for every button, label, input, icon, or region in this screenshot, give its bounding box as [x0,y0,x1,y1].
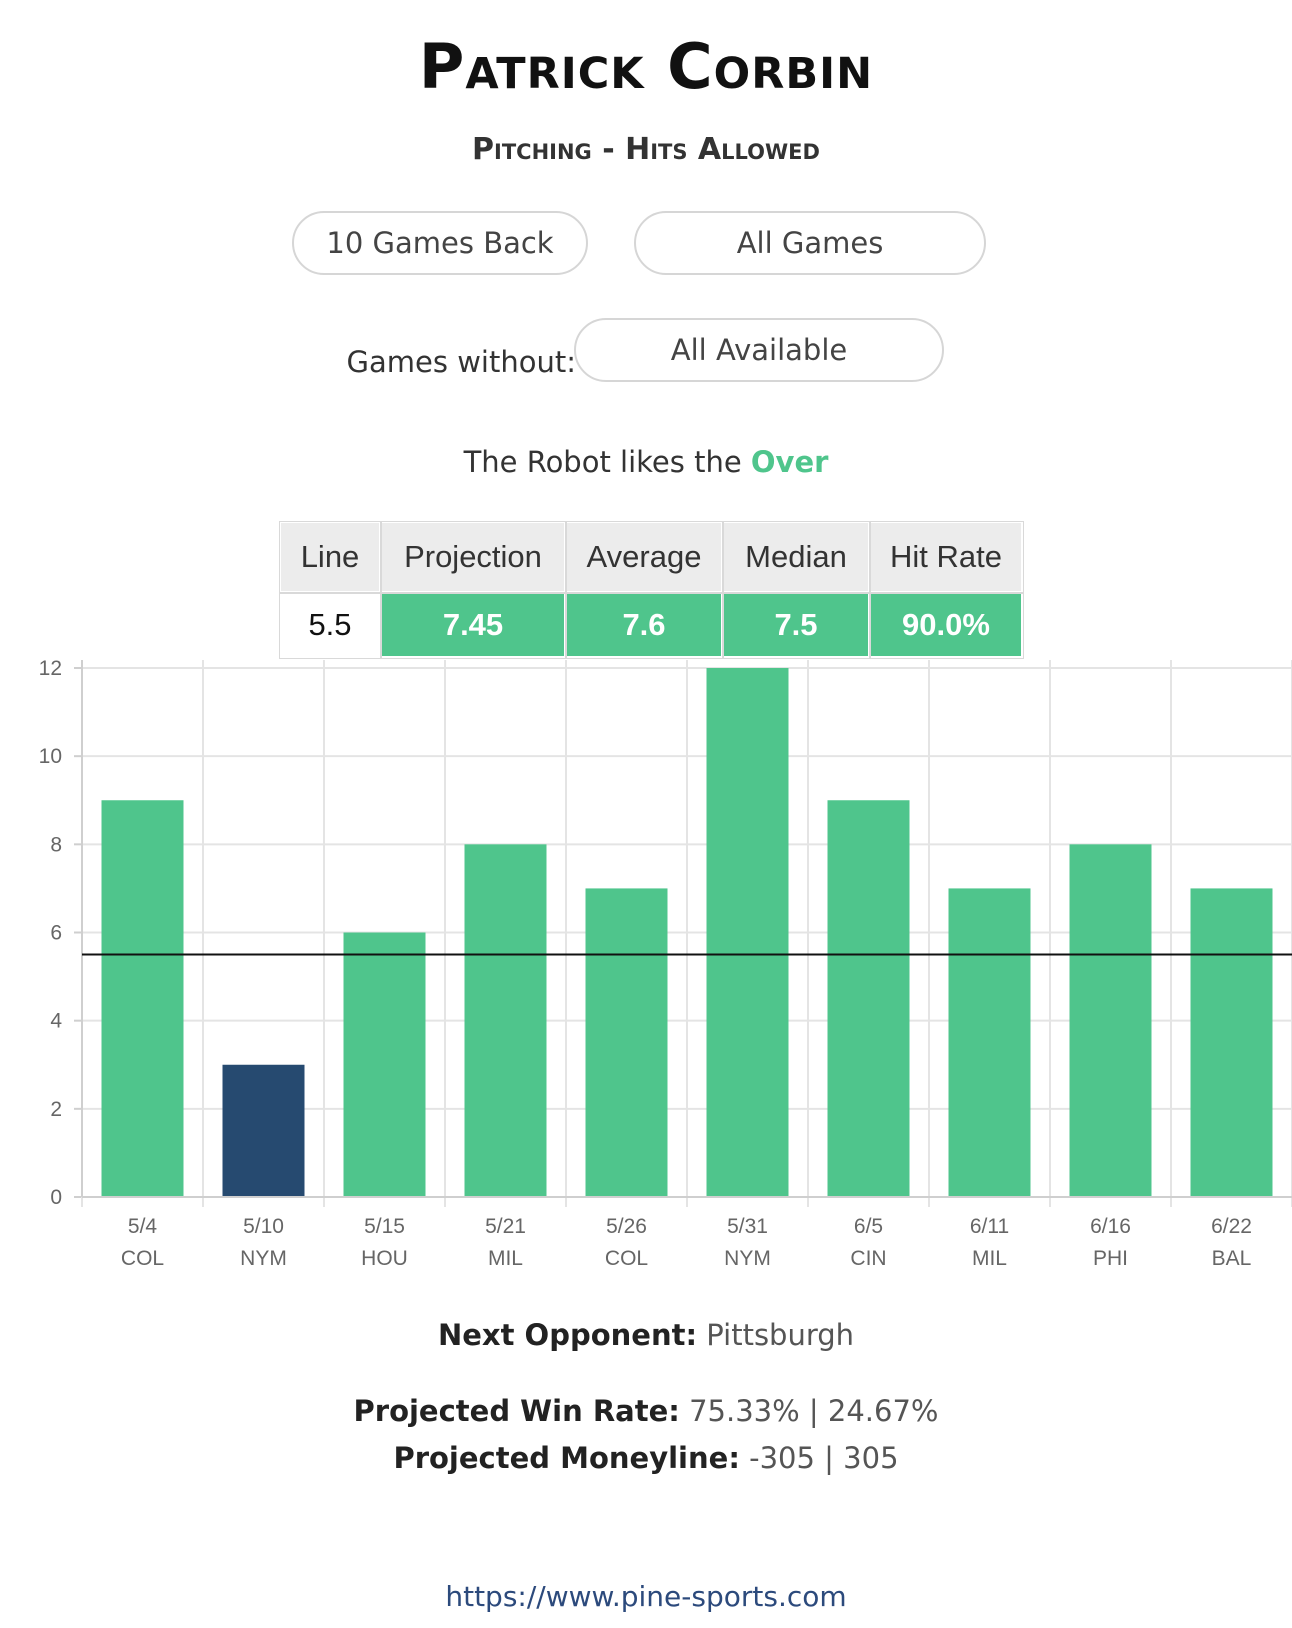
bar-5/21 [464,844,547,1197]
robot-pick: Over [750,445,829,479]
next-opponent-value: Pittsburgh [706,1318,855,1352]
bar-5/15 [343,932,426,1197]
win-rate-value: 75.33% | 24.67% [689,1394,939,1428]
median-value: 7.5 [721,591,871,659]
x-tick-label-opponent: CIN [850,1247,886,1270]
x-tick-label-opponent: COL [605,1247,648,1270]
bar-6/11 [948,888,1031,1197]
games-without-label: Games without: [346,345,576,379]
y-tick-label: 4 [50,1010,62,1033]
x-tick-label-opponent: MIL [488,1247,523,1270]
player-name: Patrick Corbin [418,30,874,103]
x-tick-label-date: 6/16 [1090,1215,1131,1238]
projected-moneyline: Projected Moneyline: -305 | 305 [0,1441,1292,1475]
projected-win-rate: Projected Win Rate: 75.33% | 24.67% [0,1394,1292,1428]
x-tick-label-date: 5/10 [243,1215,284,1238]
x-tick-label-date: 6/22 [1211,1215,1252,1238]
next-opponent-label: Next Opponent: [437,1318,698,1352]
site-url-link[interactable]: https://www.pine-sports.com [445,1580,847,1613]
y-tick-label: 12 [39,660,62,680]
x-tick-label-opponent: MIL [972,1247,1007,1270]
x-tick-label-date: 5/26 [606,1215,647,1238]
stats-table: Line Projection Average Median Hit Rate … [278,520,1024,659]
next-opponent: Next Opponent: Pittsburgh [0,1318,1292,1352]
robot-prefix: The Robot likes the [463,445,742,479]
average-header: Average [564,520,724,594]
stats-value-row: 5.5 7.45 7.6 7.5 90.0% [278,591,1024,659]
x-tick-label-opponent: BAL [1212,1247,1252,1270]
line-header: Line [278,520,382,594]
x-tick-label-date: 5/31 [727,1215,768,1238]
y-tick-label: 8 [50,833,62,856]
hit-rate-value: 90.0% [868,591,1024,659]
x-tick-label-opponent: PHI [1093,1247,1128,1270]
hit-rate-header: Hit Rate [868,520,1024,594]
robot-recommendation: The Robot likes the Over [0,445,1292,479]
projection-header: Projection [379,520,567,594]
bar-5/10 [222,1064,305,1197]
x-tick-label-date: 6/5 [854,1215,883,1238]
line-value: 5.5 [278,591,382,659]
bar-6/22 [1190,888,1273,1197]
moneyline-value: -305 | 305 [749,1441,899,1475]
y-tick-label: 10 [39,745,62,768]
median-header: Median [721,520,871,594]
stat-subtitle: Pitching - Hits Allowed [472,132,820,167]
x-tick-label-date: 5/15 [364,1215,405,1238]
games-back-button[interactable]: 10 Games Back [292,211,588,275]
x-tick-label-date: 5/4 [128,1215,158,1238]
projection-value: 7.45 [379,591,567,659]
average-value: 7.6 [564,591,724,659]
bar-5/4 [101,800,184,1197]
win-rate-label: Projected Win Rate: [353,1394,680,1428]
bar-6/5 [827,800,910,1197]
x-tick-label-opponent: COL [121,1247,164,1270]
y-tick-label: 6 [50,922,62,945]
y-tick-label: 2 [50,1098,62,1121]
bar-5/26 [585,888,668,1197]
moneyline-label: Projected Moneyline: [393,1441,740,1475]
y-tick-label: 0 [50,1186,62,1209]
bar-6/16 [1069,844,1152,1197]
x-tick-label-date: 6/11 [970,1215,1009,1238]
hits-bar-chart: 0 2 4 6 8 10 12 5/4 COL 5/10 NYM 5/15 HOU 5/21 MIL 5/26… [39,660,1292,1270]
bar-5/31 [706,668,789,1197]
games-without-select[interactable]: All Available [574,318,944,382]
x-tick-label-opponent: HOU [361,1247,408,1270]
stats-header-row: Line Projection Average Median Hit Rate [278,520,1024,594]
all-games-button[interactable]: All Games [634,211,986,275]
x-tick-label-date: 5/21 [485,1215,526,1238]
x-tick-label-opponent: NYM [724,1247,771,1270]
x-tick-label-opponent: NYM [240,1247,287,1270]
